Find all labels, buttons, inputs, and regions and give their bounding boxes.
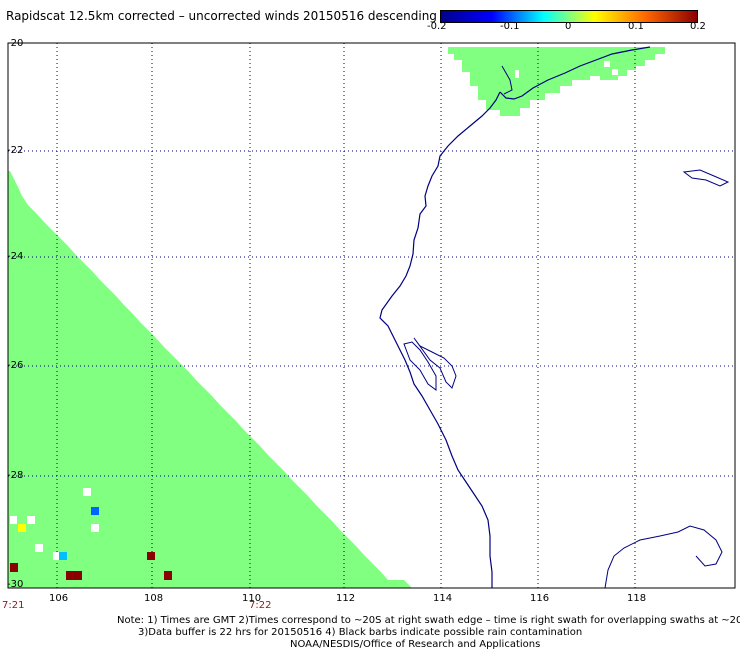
colorbar-label: -0.1 [500,21,520,32]
wind-difference-pixels [10,488,172,580]
lon-label: 106 [49,593,69,604]
colorbar-label: -0.2 [427,21,447,32]
map-title: Rapidscat 12.5km corrected – uncorrected… [6,9,437,23]
time-label: 7:22 [249,600,272,611]
lat-label: -22 [7,145,24,156]
footnote: 3)Data buffer is 22 hrs for 20150516 4) … [138,627,583,638]
coastline [379,46,651,588]
lon-label: 114 [433,593,453,604]
lon-label: 108 [144,593,164,604]
south-coast [604,525,723,589]
lon-label: 110 [242,593,262,604]
time-label: 7:21 [2,600,25,611]
shark-bay [403,337,457,391]
inlet [501,65,513,95]
lat-label: -20 [7,38,24,49]
swath-gaps [515,61,618,78]
lat-label: -28 [7,470,24,481]
footnote: Note: 1) Times are GMT 2)Times correspon… [117,615,740,626]
lon-label: 112 [336,593,356,604]
lon-label: 116 [530,593,550,604]
lat-label: -24 [7,251,24,262]
colorbar [440,10,698,23]
colorbar-label: 0.1 [628,21,644,32]
island-small [682,169,730,187]
lon-label: 118 [627,593,647,604]
lat-label: -26 [7,360,24,371]
colorbar-label: 0.2 [690,21,706,32]
footnote: NOAA/NESDIS/Office of Research and Appli… [290,639,541,650]
lat-lon-grid [8,42,735,588]
colorbar-label: 0 [565,21,572,32]
swath-lower-fill [8,171,412,588]
lat-label: -30 [7,579,24,590]
swath-upper [448,47,665,116]
swath-lower [8,171,412,588]
map-frame [7,42,736,589]
